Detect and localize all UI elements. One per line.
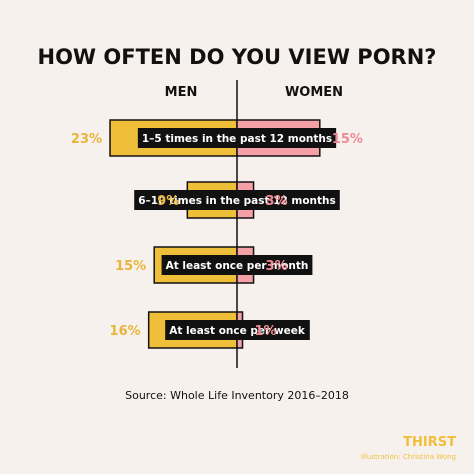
source-note: Source: Whole Life Inventory 2016–2018 — [125, 389, 349, 402]
category-label: At least once per week — [169, 325, 306, 337]
legend-men: MEN — [165, 85, 198, 100]
value-label-men: 15% — [115, 259, 146, 274]
value-label-women: 3% — [266, 259, 288, 274]
category-label-box — [161, 255, 313, 275]
category-label-box — [137, 128, 337, 148]
value-label-men: 23% — [71, 132, 102, 147]
value-label-women: 3% — [266, 194, 288, 209]
value-label-men: 16% — [110, 324, 141, 339]
category-label-box — [134, 190, 340, 210]
brand-logo: THIRST — [403, 435, 456, 450]
value-label-women: 1% — [255, 324, 277, 339]
category-label: 1–5 times in the past 12 months — [142, 133, 332, 145]
value-label-women: 15% — [332, 132, 363, 147]
category-label: At least once per month — [166, 260, 309, 272]
chart-title: HOW OFTEN DO YOU VIEW PORN? — [38, 45, 437, 69]
category-label-box — [165, 320, 310, 340]
category-label: 6–10 times in the past 12 months — [138, 195, 336, 207]
legend-women: WOMEN — [285, 85, 343, 100]
bars-layer: 1–5 times in the past 12 months 23% 15% 6–1… — [71, 119, 363, 349]
illustration-credit: Illustration: Christina Wong — [361, 453, 456, 461]
value-label-men: 9% — [157, 194, 179, 209]
